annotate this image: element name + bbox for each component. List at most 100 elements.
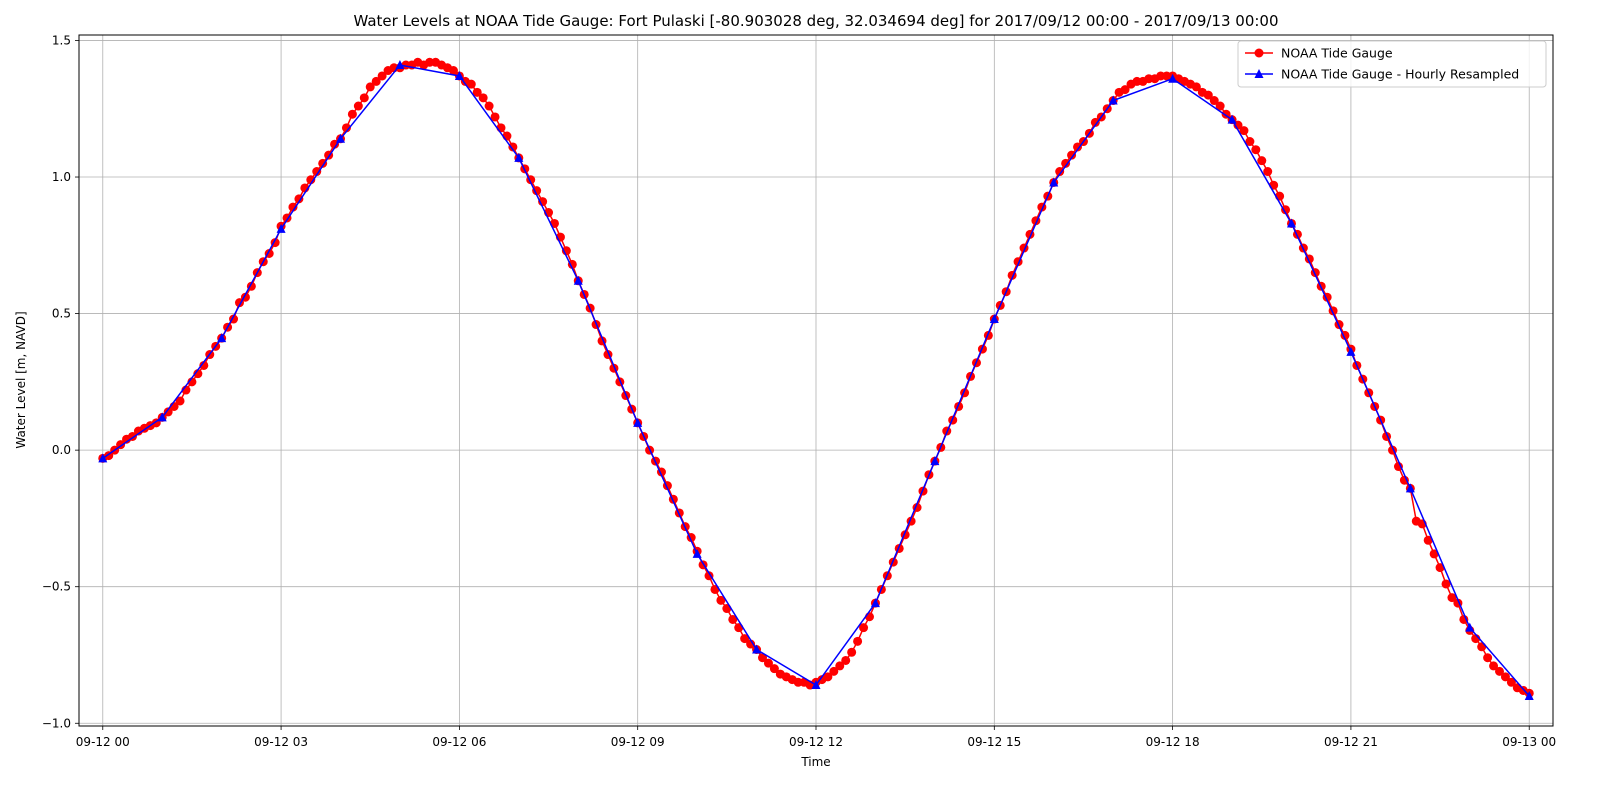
x-tick-label: 09-12 03 (254, 735, 308, 749)
x-axis-label: Time (800, 755, 830, 769)
gauge-point (1489, 661, 1499, 671)
gauge-point (823, 672, 833, 682)
hourly-point (276, 223, 286, 233)
hourly-point (573, 275, 583, 285)
legend-marker-hourly (1254, 69, 1264, 78)
x-tick-label: 09-13 00 (1502, 735, 1556, 749)
gauge-point (1500, 672, 1510, 682)
hourly-point (98, 453, 108, 463)
y-tick-label: 0.0 (52, 443, 71, 457)
hourly-point (1227, 114, 1237, 124)
gauge-point (288, 202, 298, 212)
gauge-point (728, 614, 738, 624)
gauge-point (193, 369, 203, 379)
gauge-point (1245, 137, 1255, 147)
y-axis-label: Water Level [m, NAVD] (14, 311, 28, 448)
series-hourly (98, 60, 1534, 700)
gauge-point (1495, 666, 1505, 676)
hourly-point (514, 152, 524, 162)
gauge-point (163, 407, 173, 417)
gauge-point (1423, 535, 1433, 545)
gauge-point (347, 109, 357, 119)
gauge-point (1239, 126, 1249, 136)
hourly-point (395, 60, 405, 70)
gauge-point (1073, 142, 1083, 152)
gauge-point (1399, 475, 1409, 485)
gauge-point (1506, 677, 1516, 687)
gauge-point (1477, 642, 1487, 652)
gauge-point (199, 360, 209, 370)
x-tick-label: 09-12 06 (432, 735, 486, 749)
gauge-point (1067, 150, 1077, 160)
hourly-point (1168, 73, 1178, 83)
gauge-point (1251, 145, 1261, 155)
hourly-point (454, 70, 464, 80)
x-tick-label: 09-12 00 (76, 735, 130, 749)
gauge-point (359, 93, 369, 103)
gauge-point (1055, 167, 1065, 177)
y-tick-label: −0.5 (42, 580, 71, 594)
y-tick-label: 0.5 (52, 307, 71, 321)
y-tick-label: 1.0 (52, 170, 71, 184)
hourly-point (989, 314, 999, 324)
gauge-point (859, 623, 869, 633)
gauge-point (1209, 96, 1219, 106)
x-tick-label: 09-12 18 (1146, 735, 1200, 749)
gauge-point (1191, 82, 1201, 92)
legend-marker-gauge (1254, 48, 1264, 58)
y-axis: 1.5 1.0 0.5 0.0 −0.5 −1.0 (42, 33, 79, 730)
legend-label-gauge: NOAA Tide Gauge (1281, 46, 1393, 61)
gauge-point (294, 194, 304, 204)
hourly-point (1524, 690, 1534, 700)
chart-title: Water Levels at NOAA Tide Gauge: Fort Pu… (353, 12, 1278, 30)
gauge-point (1429, 549, 1439, 559)
gauge-point (847, 647, 857, 657)
gauge-point (1120, 85, 1130, 95)
gauge-point (1281, 205, 1291, 215)
hourly-point (1108, 95, 1118, 105)
hourly-point (217, 333, 227, 343)
gauge-point (371, 76, 381, 86)
gauge-point (353, 101, 363, 111)
gauge-point (466, 79, 476, 89)
gauge-point (1483, 653, 1493, 663)
gauge-point (175, 396, 185, 406)
hourly-point (1465, 622, 1475, 632)
gauge-point (490, 112, 500, 122)
grid-lines (79, 35, 1553, 726)
gauge-point (1263, 167, 1273, 177)
x-tick-label: 09-12 21 (1324, 735, 1378, 749)
gauge-point (758, 653, 768, 663)
legend-box (1237, 40, 1547, 88)
gauge-point (377, 71, 387, 81)
gauge-point (306, 175, 316, 185)
x-axis: 09-12 00 09-12 03 09-12 06 09-12 09 09-12 12… (76, 726, 1556, 749)
hourly-point (1346, 346, 1356, 356)
hourly-point (692, 548, 702, 558)
x-tick-label: 09-12 12 (789, 735, 843, 749)
gauge-point (746, 639, 756, 649)
hourly-point (1049, 177, 1059, 187)
gauge-point (365, 82, 375, 92)
gauge-point (472, 87, 482, 97)
hourly-point (930, 456, 940, 466)
hourly-point (336, 133, 346, 143)
legend: NOAA Tide Gauge NOAA Tide Gauge - Hourly… (1237, 40, 1547, 88)
gauge-point (1215, 101, 1225, 111)
gauge-point (763, 658, 773, 668)
gauge-point (478, 93, 488, 103)
gauge-point (841, 655, 851, 665)
gauge-point (1269, 180, 1279, 190)
gauge-point (448, 66, 458, 76)
gauge-point (1435, 563, 1445, 573)
gauge-point (508, 142, 518, 152)
gauge-point (853, 636, 863, 646)
gauge-point (1393, 462, 1403, 472)
legend-label-hourly: NOAA Tide Gauge - Hourly Resampled (1281, 67, 1519, 82)
gauge-point (1441, 579, 1451, 589)
x-tick-label: 09-12 15 (967, 735, 1021, 749)
hourly-point (633, 417, 643, 427)
gauge-point (1257, 156, 1267, 166)
series-layer (98, 57, 1534, 700)
